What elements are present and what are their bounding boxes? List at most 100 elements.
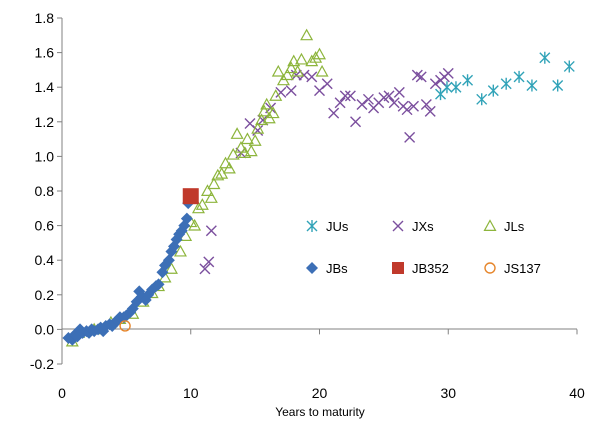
legend-label: JS137 [504, 261, 541, 276]
legend-label: JLs [504, 219, 525, 234]
data-point-jls [248, 134, 262, 146]
y-tick-label: 1.4 [35, 79, 55, 95]
data-point-jxs [383, 90, 395, 102]
data-point-jxs [429, 78, 441, 90]
y-tick-group: -0.2 0.0 0.2 0.4 0.6 0.8 1.0 1.2 1.4 1.6 1.8 [30, 10, 62, 372]
y-tick-label: 1.6 [35, 45, 55, 61]
legend-item-jb352: JB352 [392, 261, 449, 276]
data-points [62, 28, 575, 347]
data-point-jxs [404, 131, 416, 143]
data-point-jxs [350, 116, 362, 128]
data-point-jls [269, 89, 283, 101]
data-point-jxs [285, 85, 297, 97]
data-point-jls [271, 64, 285, 77]
legend-item-js137: JS137 [484, 261, 541, 276]
x-tick-group: 0 10 20 30 40 [58, 329, 585, 401]
x-tick-label: 20 [312, 385, 328, 401]
data-point-jus [563, 60, 575, 73]
data-point-jls [287, 54, 301, 67]
data-point-jxs [420, 99, 432, 110]
legend-marker [306, 262, 318, 274]
legend: JUs JXs JLs JBs JB352 JS137 [306, 219, 541, 276]
legend-label: JXs [412, 219, 434, 234]
data-point-jls [251, 121, 265, 134]
data-point-jus [539, 51, 551, 64]
data-point-jb352 [182, 188, 199, 205]
legend-marker [484, 262, 496, 274]
data-point-jxs [407, 100, 419, 112]
y-tick-label: 0.4 [35, 252, 55, 268]
data-point-jxs [401, 104, 413, 116]
legend-label: JB352 [412, 261, 449, 276]
data-point-jus [500, 77, 512, 90]
legend-marker [483, 219, 497, 231]
data-point-jls [255, 113, 269, 126]
data-point-jxs [328, 107, 340, 119]
data-point-jls [257, 104, 271, 117]
data-point-jls [291, 64, 305, 77]
legend-item-jus: JUs [306, 219, 349, 234]
x-tick-label: 30 [440, 385, 456, 401]
data-point-jxs [356, 99, 368, 110]
series-jb352 [182, 188, 199, 205]
data-point-jls [294, 52, 308, 65]
data-point-jxs [321, 78, 333, 90]
legend-label: JUs [326, 219, 349, 234]
data-point-jls [195, 198, 209, 210]
data-point-jxs [393, 86, 405, 98]
legend-marker [306, 220, 318, 232]
x-tick-label: 0 [58, 385, 66, 401]
data-point-jbs [162, 254, 175, 267]
data-point-jls [280, 68, 294, 81]
data-point-jxs [275, 86, 287, 98]
data-point-jls [204, 191, 218, 203]
data-point-jxs [199, 263, 211, 275]
data-point-jxs [203, 256, 215, 268]
x-axis-title: Years to maturity [275, 405, 365, 419]
y-tick-label: 0.0 [35, 321, 55, 337]
data-point-jxs [339, 90, 351, 102]
y-tick-label: 1.0 [35, 148, 55, 164]
data-point-jus [487, 84, 499, 97]
data-point-jbs [152, 278, 165, 291]
data-point-jls [230, 127, 244, 139]
data-point-jls [284, 61, 298, 74]
data-point-jls [191, 201, 205, 214]
data-point-jus [462, 74, 474, 87]
data-point-jxs [306, 71, 318, 83]
data-point-jls [309, 51, 323, 63]
data-point-jls [173, 244, 187, 257]
data-point-jus [552, 79, 564, 92]
data-point-jxs [424, 105, 436, 117]
data-point-jls [300, 28, 314, 41]
legend-label: JBs [326, 261, 348, 276]
series-jus [435, 51, 575, 106]
data-point-jxs [344, 90, 356, 102]
data-point-jbs [180, 212, 193, 225]
data-point-jls [226, 147, 240, 160]
data-point-jls [260, 97, 274, 110]
series-js137 [119, 320, 131, 332]
data-point-jls [234, 141, 248, 153]
y-tick-label: 0.8 [35, 183, 55, 199]
data-point-jls [244, 144, 258, 157]
data-point-jls [218, 156, 233, 169]
x-tick-label: 40 [569, 385, 585, 401]
legend-item-jbs: JBs [306, 261, 348, 276]
data-point-jxs [252, 124, 264, 136]
data-point-jus [513, 70, 525, 83]
data-point-jxs [415, 71, 427, 83]
data-point-jls [305, 54, 319, 67]
data-point-jls [200, 184, 215, 196]
y-tick-label: 0.2 [35, 287, 55, 303]
legend-marker [392, 220, 404, 232]
data-point-js137 [119, 320, 131, 332]
data-point-jus [526, 79, 538, 92]
data-point-jxs [334, 97, 346, 109]
series-jls [65, 28, 329, 347]
data-point-jls [312, 47, 327, 60]
x-tick-label: 10 [183, 385, 199, 401]
data-point-jxs [411, 69, 423, 81]
data-point-jxs [442, 67, 454, 79]
